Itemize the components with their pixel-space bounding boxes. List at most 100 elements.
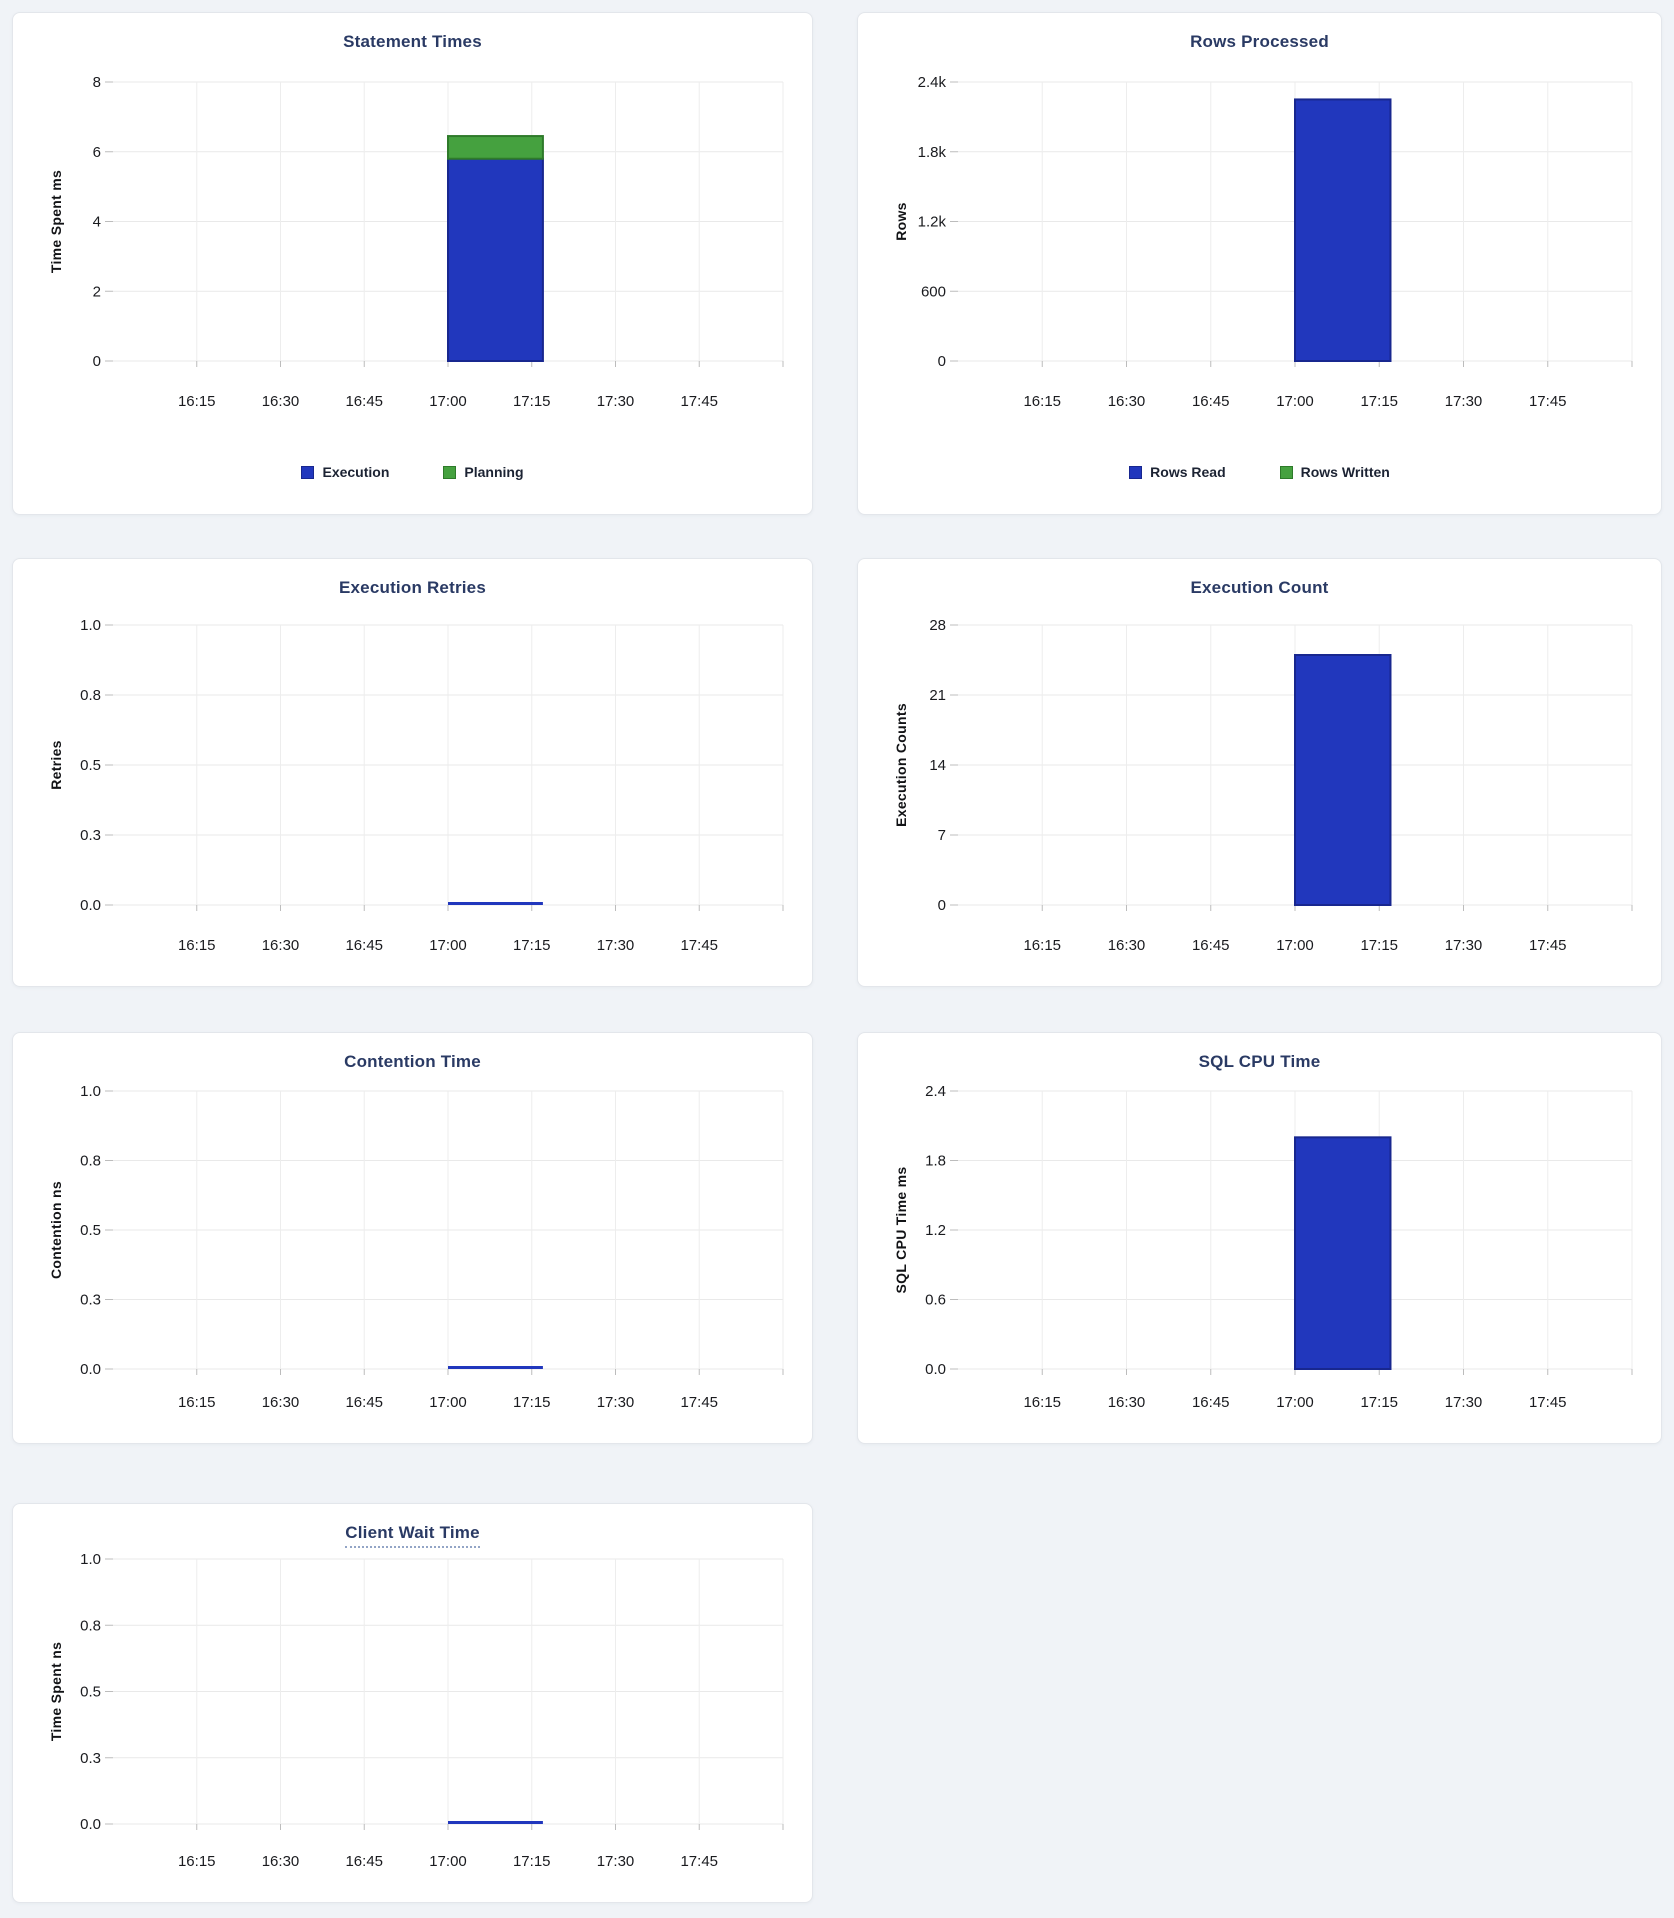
svg-text:1.0: 1.0 [80, 1083, 101, 1100]
svg-text:28: 28 [929, 617, 946, 634]
svg-text:16:45: 16:45 [1192, 937, 1230, 954]
svg-text:17:30: 17:30 [1445, 1394, 1483, 1411]
svg-text:2.4: 2.4 [925, 1083, 946, 1100]
svg-text:17:00: 17:00 [429, 937, 467, 954]
svg-text:16:45: 16:45 [345, 1853, 383, 1870]
svg-text:17:15: 17:15 [1360, 937, 1398, 954]
y-axis-label: Contention ns [48, 1181, 64, 1279]
svg-text:17:00: 17:00 [1276, 937, 1314, 954]
svg-text:17:45: 17:45 [1529, 1394, 1567, 1411]
svg-text:16:15: 16:15 [178, 1853, 216, 1870]
legend-item: Planning [443, 464, 524, 480]
svg-text:17:00: 17:00 [429, 393, 467, 410]
svg-text:0.5: 0.5 [80, 1684, 101, 1701]
svg-text:17:45: 17:45 [680, 393, 718, 410]
svg-text:16:15: 16:15 [178, 937, 216, 954]
legend-label: Rows Read [1150, 464, 1226, 480]
legend-item: Rows Read [1129, 464, 1226, 480]
x-gridlines-and-ticks: 16:15 16:30 16:45 17:00 17:15 17:30 17:45 [178, 625, 784, 954]
svg-text:16:45: 16:45 [345, 393, 383, 410]
svg-text:16:45: 16:45 [345, 1394, 383, 1411]
chart-card-execution-retries: Execution Retries 0.0 0.3 0.5 0.8 1.0 16:15 16… [12, 558, 813, 987]
svg-text:17:30: 17:30 [597, 1853, 635, 1870]
bar-execution-count[interactable] [1294, 654, 1392, 906]
bar-execution[interactable] [447, 157, 544, 362]
chart-legend: Execution Planning [13, 461, 812, 483]
chart-card-rows-processed: Rows Processed Rows Read Rows Written 0 60… [857, 12, 1662, 515]
svg-text:17:30: 17:30 [1445, 393, 1483, 410]
svg-text:17:00: 17:00 [429, 1394, 467, 1411]
svg-text:0.5: 0.5 [80, 1222, 101, 1239]
svg-text:1.2k: 1.2k [918, 214, 947, 231]
svg-text:1.2: 1.2 [925, 1222, 946, 1239]
svg-text:17:30: 17:30 [597, 1394, 635, 1411]
chart-title: Contention Time [344, 1052, 481, 1071]
bar-sql-cpu-time[interactable] [1294, 1136, 1392, 1371]
svg-text:0.8: 0.8 [80, 687, 101, 704]
y-gridlines-and-ticks: 0.0 0.3 0.5 0.8 1.0 [80, 1551, 783, 1833]
svg-text:2: 2 [93, 283, 101, 300]
svg-text:1.8k: 1.8k [918, 144, 947, 161]
svg-text:6: 6 [93, 144, 101, 161]
chart-plot: 0.0 0.3 0.5 0.8 1.0 16:15 16:30 16:45 17:00 17:15… [48, 617, 784, 954]
svg-text:16:30: 16:30 [262, 1853, 300, 1870]
svg-text:1.8: 1.8 [925, 1153, 946, 1170]
svg-text:0.0: 0.0 [925, 1361, 946, 1378]
legend-item: Rows Written [1279, 464, 1390, 480]
svg-text:0: 0 [938, 353, 946, 370]
svg-text:17:45: 17:45 [680, 937, 718, 954]
svg-text:17:30: 17:30 [597, 393, 635, 410]
svg-text:16:30: 16:30 [262, 393, 300, 410]
chart-title: Execution Retries [338, 578, 486, 597]
chart-title[interactable]: Client Wait Time [13, 1523, 812, 1548]
svg-text:17:00: 17:00 [429, 1853, 467, 1870]
svg-text:16:15: 16:15 [1023, 393, 1061, 410]
y-gridlines-and-ticks: 0.0 0.3 0.5 0.8 1.0 [80, 617, 783, 914]
legend-label: Rows Written [1300, 464, 1390, 480]
svg-text:0.6: 0.6 [925, 1292, 946, 1309]
svg-text:14: 14 [929, 757, 946, 774]
svg-text:17:00: 17:00 [1276, 1394, 1314, 1411]
y-axis-label: Execution Counts [893, 703, 909, 827]
y-axis-label: Retries [48, 740, 64, 790]
svg-text:600: 600 [921, 283, 946, 300]
svg-text:17:15: 17:15 [513, 1394, 551, 1411]
chart-title: Rows Processed [1190, 32, 1329, 51]
svg-text:16:45: 16:45 [1192, 1394, 1230, 1411]
chart-title: SQL CPU Time [1198, 1052, 1321, 1071]
svg-text:0.5: 0.5 [80, 757, 101, 774]
svg-text:16:15: 16:15 [1023, 1394, 1061, 1411]
bar-planning[interactable] [447, 135, 544, 160]
svg-text:16:30: 16:30 [1108, 393, 1146, 410]
chart-plot: 0 7 14 21 28 16:15 16:30 16:45 17:00 17:15 17:30 17… [893, 617, 1633, 954]
svg-text:16:30: 16:30 [262, 937, 300, 954]
svg-text:16:45: 16:45 [1192, 393, 1230, 410]
svg-text:16:45: 16:45 [345, 937, 383, 954]
svg-text:1.0: 1.0 [80, 1551, 101, 1568]
svg-text:16:15: 16:15 [178, 393, 216, 410]
legend-label: Planning [464, 464, 524, 480]
chart-plot: 0.0 0.3 0.5 0.8 1.0 16:15 16:30 16:45 17:00 17:15… [48, 1551, 784, 1870]
svg-text:0.3: 0.3 [80, 1292, 101, 1309]
chart-plot: 0 2 4 6 8 16:15 16:30 16:45 17:00 17:15 17:30 17:45… [48, 74, 784, 410]
y-gridlines-and-ticks: 0 2 4 6 8 [93, 74, 783, 370]
bar-rows-read[interactable] [1294, 98, 1392, 362]
x-gridlines-and-ticks: 16:15 16:30 16:45 17:00 17:15 17:30 17:45 [178, 82, 784, 410]
svg-text:4: 4 [93, 214, 101, 231]
svg-text:0.8: 0.8 [80, 1617, 101, 1634]
svg-text:17:30: 17:30 [1445, 937, 1483, 954]
x-gridlines-and-ticks: 16:15 16:30 16:45 17:00 17:15 17:30 17:45 [178, 1091, 784, 1411]
y-axis-label: Rows [893, 202, 909, 241]
y-gridlines-and-ticks: 0 7 14 21 28 [929, 617, 1632, 914]
svg-text:17:00: 17:00 [1276, 393, 1314, 410]
legend-label: Execution [322, 464, 390, 480]
svg-text:17:45: 17:45 [680, 1394, 718, 1411]
svg-text:0.3: 0.3 [80, 1750, 101, 1767]
svg-text:16:15: 16:15 [178, 1394, 216, 1411]
x-gridlines-and-ticks: 16:15 16:30 16:45 17:00 17:15 17:30 17:45 [178, 1559, 784, 1870]
chart-plot: 0.0 0.6 1.2 1.8 2.4 16:15 16:30 16:45 17:00 17:15… [893, 1083, 1633, 1411]
svg-text:1.0: 1.0 [80, 617, 101, 634]
y-axis-label: Time Spent ms [48, 170, 64, 273]
chart-card-client-wait-time: Client Wait Time 0.0 0.3 0.5 0.8 1.0 16:15 16:… [12, 1503, 813, 1903]
svg-text:0.0: 0.0 [80, 1816, 101, 1833]
